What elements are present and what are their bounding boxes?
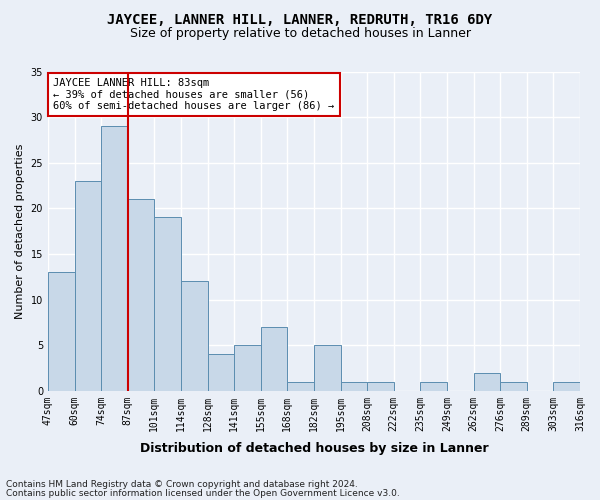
Bar: [208, 354, 234, 391]
Bar: [314, 345, 341, 391]
Bar: [287, 382, 314, 391]
Bar: [48, 272, 74, 391]
Bar: [181, 282, 208, 391]
Bar: [500, 382, 527, 391]
Y-axis label: Number of detached properties: Number of detached properties: [15, 144, 25, 319]
Bar: [234, 345, 261, 391]
X-axis label: Distribution of detached houses by size in Lanner: Distribution of detached houses by size …: [140, 442, 488, 455]
Bar: [473, 372, 500, 391]
Bar: [74, 181, 101, 391]
Bar: [421, 382, 447, 391]
Bar: [154, 218, 181, 391]
Bar: [341, 382, 367, 391]
Text: Size of property relative to detached houses in Lanner: Size of property relative to detached ho…: [130, 28, 470, 40]
Text: JAYCEE, LANNER HILL, LANNER, REDRUTH, TR16 6DY: JAYCEE, LANNER HILL, LANNER, REDRUTH, TR…: [107, 12, 493, 26]
Bar: [367, 382, 394, 391]
Bar: [128, 199, 154, 391]
Bar: [553, 382, 580, 391]
Text: JAYCEE LANNER HILL: 83sqm
← 39% of detached houses are smaller (56)
60% of semi-: JAYCEE LANNER HILL: 83sqm ← 39% of detac…: [53, 78, 334, 111]
Bar: [101, 126, 128, 391]
Bar: [261, 327, 287, 391]
Text: Contains HM Land Registry data © Crown copyright and database right 2024.: Contains HM Land Registry data © Crown c…: [6, 480, 358, 489]
Text: Contains public sector information licensed under the Open Government Licence v3: Contains public sector information licen…: [6, 488, 400, 498]
